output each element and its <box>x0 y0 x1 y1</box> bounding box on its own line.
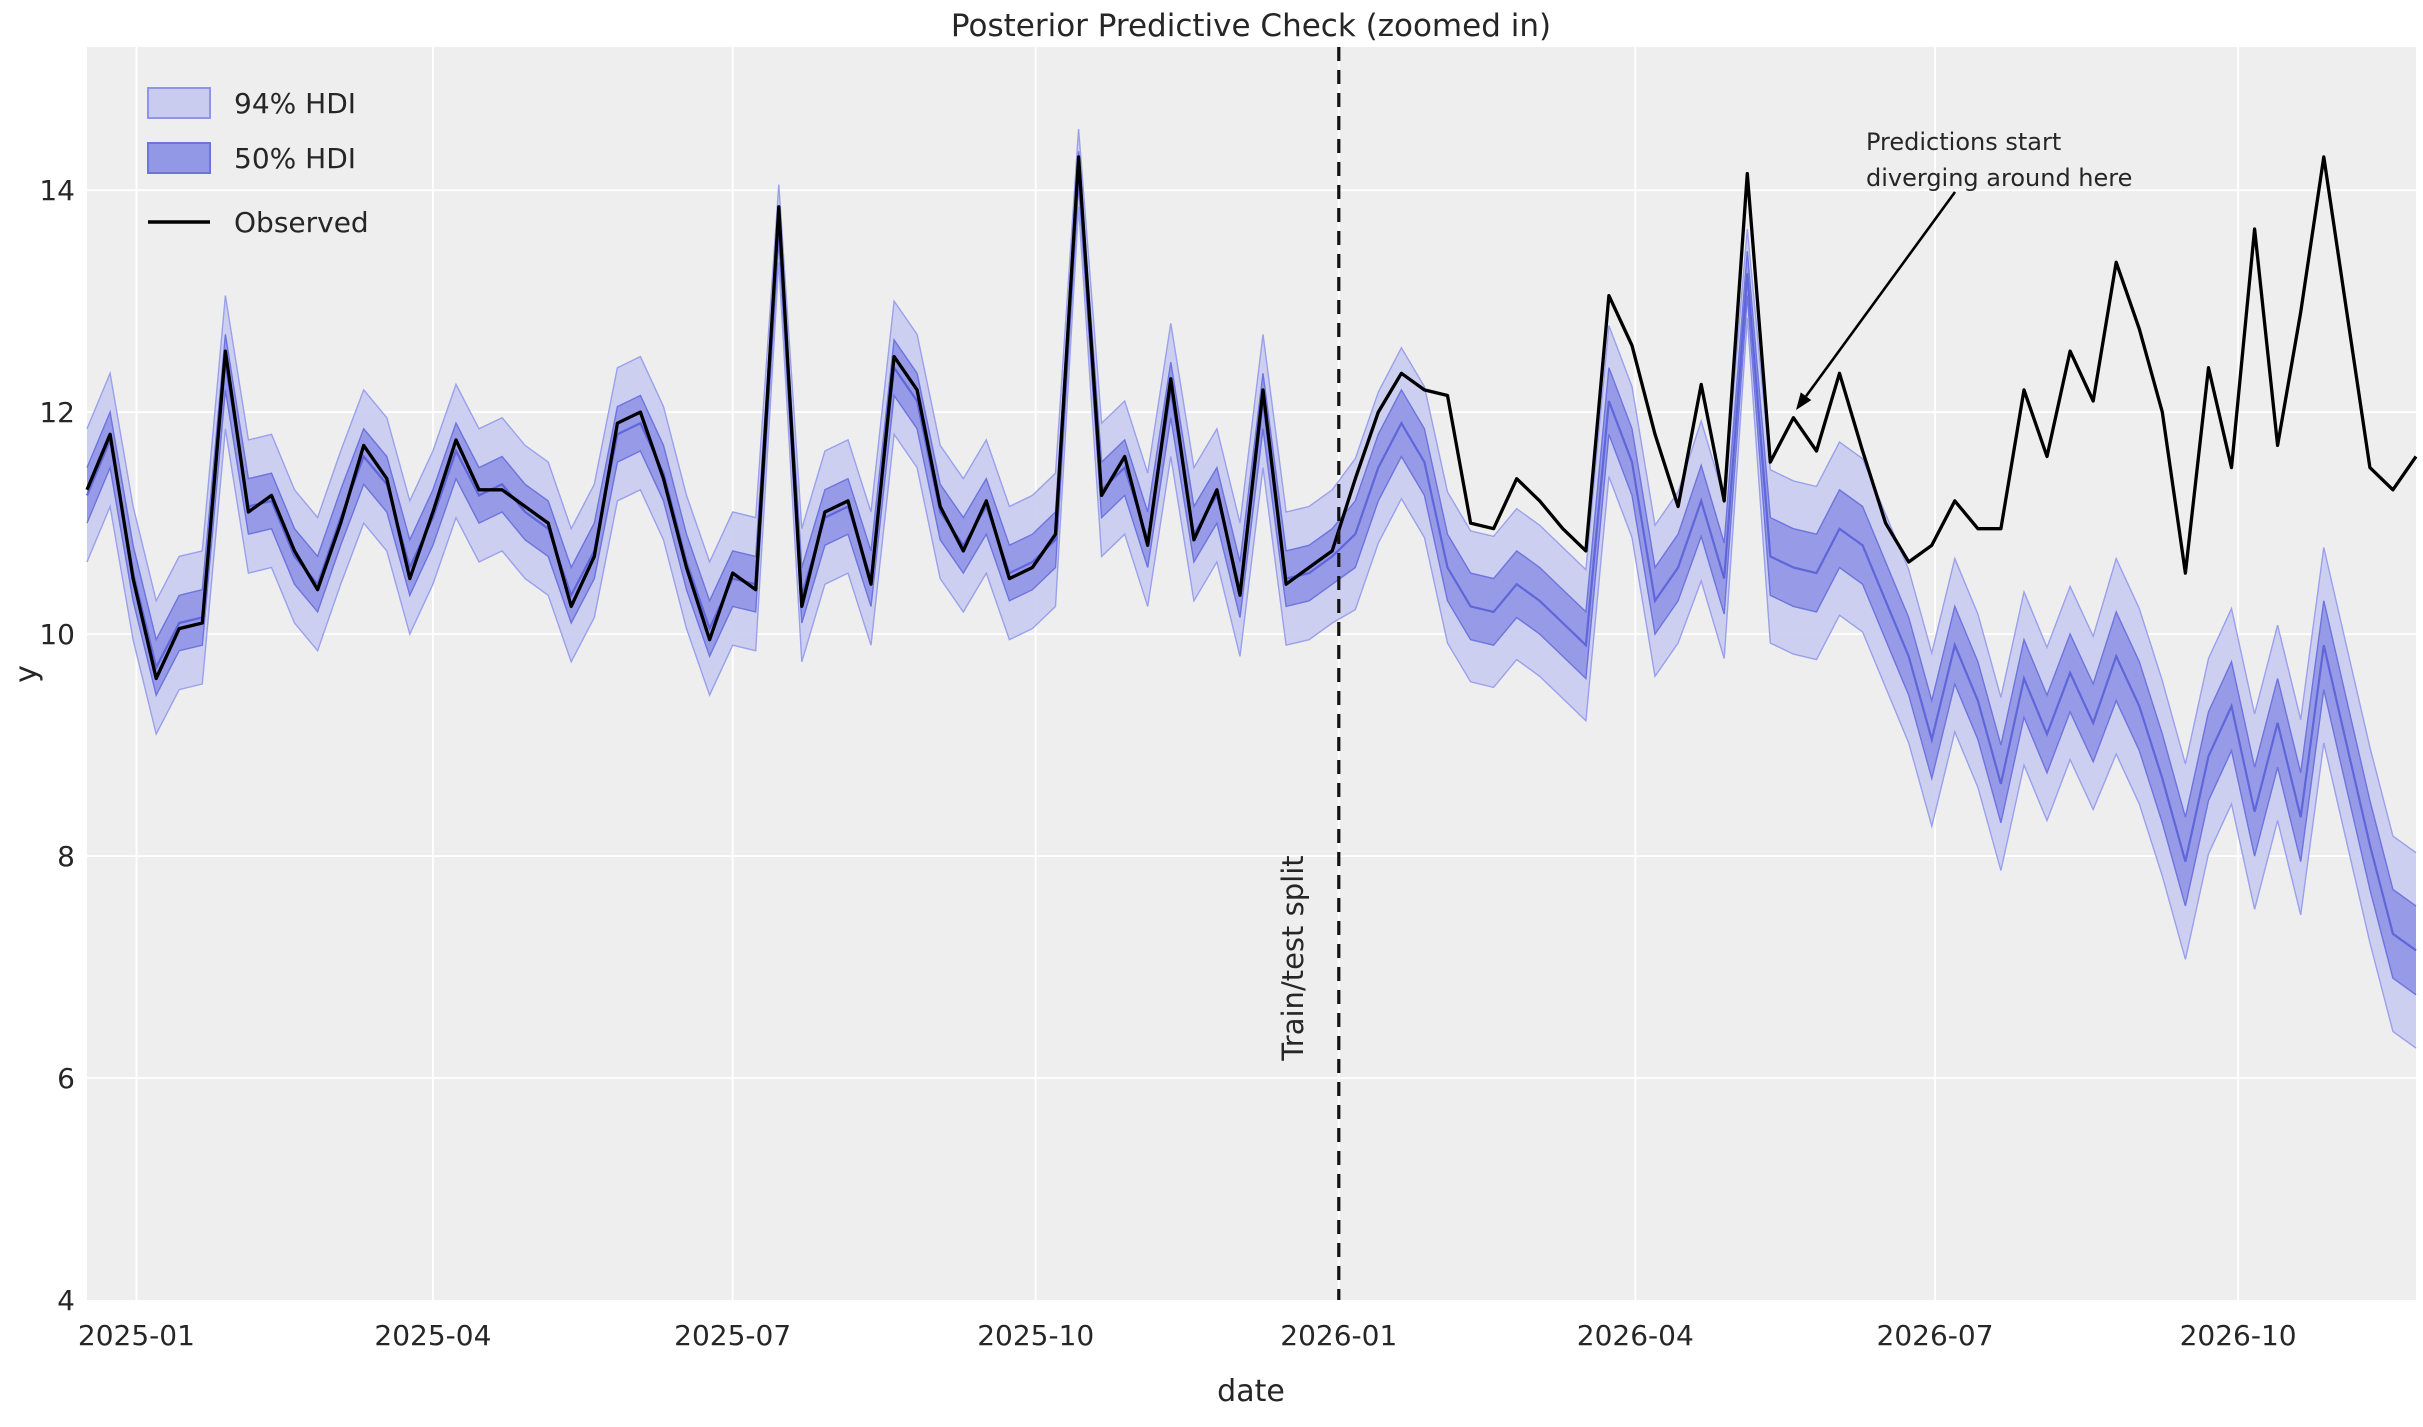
x-tick-label: 2025-10 <box>977 1319 1094 1352</box>
hdi-94-lower-edge <box>86 206 2417 1049</box>
annotation-arrow <box>1796 191 1957 410</box>
x-tick-label: 2026-10 <box>2180 1319 2297 1352</box>
train-test-split-label: Train/test split <box>1276 855 1310 1061</box>
hdi-94-band <box>87 129 2416 1049</box>
x-tick-label: 2025-01 <box>78 1319 195 1352</box>
y-tick-label: 6 <box>57 1062 75 1095</box>
x-tick-label: 2026-04 <box>1577 1319 1694 1352</box>
arrow-head <box>1796 392 1812 410</box>
legend-label-94-hdi: 94% HDI <box>234 87 356 120</box>
tick-labels: 4 6 8 10 12 14 2025-01 2025-04 2025-07 2025-10 202… <box>39 174 2296 1352</box>
y-tick-label: 12 <box>39 396 75 429</box>
y-tick-label: 8 <box>57 840 75 873</box>
hdi-94-upper-edge <box>86 129 2417 854</box>
x-tick-label: 2025-04 <box>374 1319 491 1352</box>
legend: 94% HDI 50% HDI Observed <box>147 87 369 239</box>
arrow-shaft <box>1804 191 1957 398</box>
x-tick-label: 2026-01 <box>1280 1319 1397 1352</box>
hdi-50-lower-edge <box>86 184 2417 996</box>
hdi-50-upper-edge <box>86 151 2417 907</box>
y-tick-label: 10 <box>39 618 75 651</box>
annotation-text-line1: Predictions start <box>1866 128 2061 156</box>
legend-label-50-hdi: 50% HDI <box>234 142 356 175</box>
annotation-text-line2: diverging around here <box>1866 164 2132 192</box>
legend-swatch-50-hdi <box>147 142 211 174</box>
y-tick-label: 14 <box>39 174 75 207</box>
annotation-diverging: Predictions start diverging around here <box>1796 128 2132 410</box>
y-tick-label: 4 <box>57 1284 75 1317</box>
data-series <box>85 129 2418 1049</box>
x-axis-label: date <box>1217 1374 1285 1409</box>
y-axis-label: y <box>9 665 44 683</box>
legend-swatch-94-hdi <box>147 87 211 119</box>
legend-label-observed: Observed <box>234 206 369 239</box>
observed-line <box>85 155 2418 681</box>
x-tick-label: 2026-07 <box>1877 1319 1994 1352</box>
chart-title: Posterior Predictive Check (zoomed in) <box>951 8 1551 44</box>
x-tick-label: 2025-07 <box>674 1319 791 1352</box>
